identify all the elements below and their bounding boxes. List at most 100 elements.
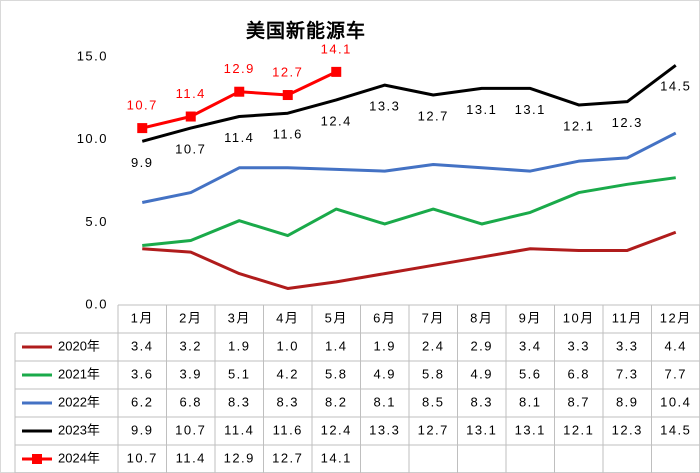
table-cell: 3.6 bbox=[131, 366, 154, 381]
table-cell: 8.7 bbox=[567, 394, 590, 409]
legend-label: 2023年 bbox=[58, 422, 100, 437]
table-cell: 12.1 bbox=[563, 422, 594, 437]
x-tick-label: 10月 bbox=[563, 310, 595, 325]
table-cell: 6.8 bbox=[567, 366, 590, 381]
table-cell: 1.4 bbox=[325, 338, 348, 353]
table-cell: 5.8 bbox=[422, 366, 445, 381]
table-cell: 8.3 bbox=[276, 394, 299, 409]
table-cell: 12.4 bbox=[321, 422, 352, 437]
table-cell: 6.8 bbox=[179, 394, 202, 409]
table-cell: 3.4 bbox=[131, 338, 154, 353]
data-label: 13.1 bbox=[466, 102, 497, 117]
table-cell: 1.9 bbox=[373, 338, 396, 353]
table-cell: 13.1 bbox=[515, 422, 546, 437]
data-label: 12.7 bbox=[418, 108, 449, 123]
legend-label: 2020年 bbox=[58, 338, 100, 353]
table-cell: 14.5 bbox=[660, 422, 691, 437]
data-label: 14.1 bbox=[321, 41, 352, 56]
y-tick-label: 15.0 bbox=[77, 48, 108, 63]
x-tick-label: 9月 bbox=[519, 310, 542, 325]
table-cell: 10.7 bbox=[175, 422, 206, 437]
table-cell: 3.4 bbox=[519, 338, 542, 353]
data-label: 11.4 bbox=[224, 130, 254, 145]
table-cell: 14.1 bbox=[321, 450, 352, 465]
x-tick-label: 2月 bbox=[179, 310, 202, 325]
x-tick-label: 7月 bbox=[422, 310, 445, 325]
x-tick-label: 12月 bbox=[660, 310, 692, 325]
table-cell: 3.3 bbox=[616, 338, 639, 353]
table-cell: 13.1 bbox=[466, 422, 497, 437]
table-cell: 11.4 bbox=[224, 422, 254, 437]
table-cell: 11.4 bbox=[176, 450, 206, 465]
data-label: 12.7 bbox=[272, 64, 303, 79]
y-tick-label: 10.0 bbox=[77, 131, 108, 146]
table-cell: 10.7 bbox=[127, 450, 158, 465]
x-tick-label: 11月 bbox=[612, 310, 643, 325]
data-label: 12.3 bbox=[612, 115, 643, 130]
table-cell: 8.3 bbox=[228, 394, 251, 409]
point-marker bbox=[137, 123, 148, 134]
table-cell: 8.2 bbox=[325, 394, 348, 409]
table-cell: 4.4 bbox=[664, 338, 687, 353]
data-label: 10.7 bbox=[175, 142, 206, 157]
table-cell: 2.9 bbox=[470, 338, 493, 353]
table-cell: 8.9 bbox=[616, 394, 639, 409]
point-marker bbox=[282, 90, 293, 101]
data-label: 9.9 bbox=[131, 155, 154, 170]
table-cell: 7.3 bbox=[616, 366, 639, 381]
x-tick-label: 6月 bbox=[373, 310, 396, 325]
table-cell: 8.5 bbox=[422, 394, 445, 409]
table-cell: 6.2 bbox=[131, 394, 154, 409]
table-cell: 1.0 bbox=[276, 338, 299, 353]
table-cell: 1.9 bbox=[228, 338, 251, 353]
table-cell: 4.2 bbox=[276, 366, 299, 381]
series-line bbox=[141, 64, 677, 143]
table-cell: 5.6 bbox=[519, 366, 542, 381]
table-cell: 7.7 bbox=[664, 366, 687, 381]
y-tick-label: 5.0 bbox=[85, 214, 108, 229]
data-label: 13.3 bbox=[369, 99, 400, 114]
table-cell: 5.8 bbox=[325, 366, 348, 381]
table-cell: 12.9 bbox=[224, 450, 255, 465]
y-tick-label: 0.0 bbox=[85, 296, 108, 311]
point-marker bbox=[234, 86, 245, 97]
data-label: 10.7 bbox=[127, 98, 158, 113]
data-label: 12.9 bbox=[224, 61, 255, 76]
table-cell: 3.3 bbox=[567, 338, 590, 353]
chart-title: 美国新能源车 bbox=[246, 19, 366, 42]
legend-label: 2022年 bbox=[58, 394, 100, 409]
series-line bbox=[141, 131, 677, 204]
data-label: 12.4 bbox=[321, 113, 352, 128]
table-cell: 13.3 bbox=[369, 422, 400, 437]
data-label: 13.1 bbox=[515, 102, 546, 117]
table-cell: 12.3 bbox=[612, 422, 643, 437]
table-cell: 2.4 bbox=[422, 338, 445, 353]
table-cell: 12.7 bbox=[272, 450, 303, 465]
data-label: 12.1 bbox=[563, 118, 594, 133]
x-tick-label: 8月 bbox=[470, 310, 493, 325]
table-cell: 12.7 bbox=[418, 422, 449, 437]
table-cell: 9.9 bbox=[131, 422, 154, 437]
table-cell: 8.1 bbox=[373, 394, 396, 409]
table-cell: 4.9 bbox=[373, 366, 396, 381]
data-label: 11.4 bbox=[176, 86, 206, 101]
table-cell: 11.6 bbox=[273, 422, 303, 437]
point-marker bbox=[185, 111, 196, 122]
x-tick-label: 1月 bbox=[131, 310, 154, 325]
table-cell: 5.1 bbox=[228, 366, 251, 381]
series-line bbox=[142, 230, 677, 290]
x-tick-label: 4月 bbox=[276, 310, 299, 325]
x-tick-label: 5月 bbox=[325, 310, 348, 325]
table-cell: 4.9 bbox=[470, 366, 493, 381]
table-cell: 3.2 bbox=[179, 338, 202, 353]
series-line bbox=[142, 176, 676, 247]
table-cell: 3.9 bbox=[179, 366, 202, 381]
table-cell: 10.4 bbox=[660, 394, 691, 409]
legend-marker bbox=[32, 454, 42, 464]
data-label: 11.6 bbox=[273, 127, 303, 142]
table-cell: 8.1 bbox=[519, 394, 542, 409]
data-label: 14.5 bbox=[660, 79, 691, 94]
x-tick-label: 3月 bbox=[228, 310, 251, 325]
